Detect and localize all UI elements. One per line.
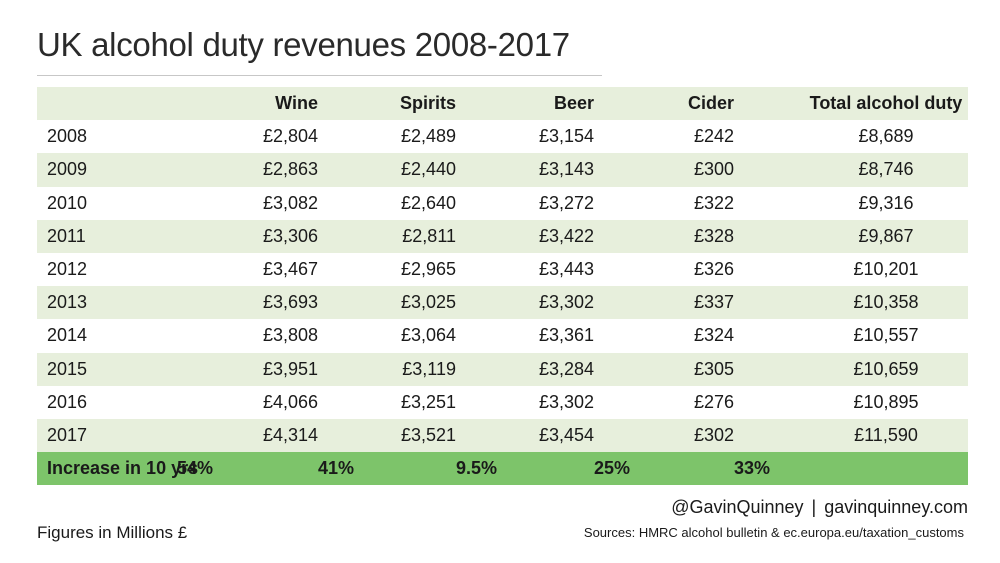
cell-wine: £3,306 — [262, 225, 318, 246]
header-cell-spirits: Spirits — [399, 93, 456, 114]
cell-total: £10,201 — [853, 259, 919, 280]
cell-wine: £3,693 — [262, 292, 318, 313]
cell-cider: £322 — [693, 192, 734, 213]
cell-cider: £302 — [693, 424, 734, 445]
cell-beer: £3,272 — [538, 192, 594, 213]
cell-wine: £2,863 — [262, 159, 318, 180]
cell-year: 2012 — [47, 259, 88, 280]
cell-total: £8,689 — [858, 126, 914, 147]
table-row: 2011 £3,306 £2,811 £3,422 £328 £9,867 — [37, 219, 968, 253]
cell-spirits: £3,025 — [400, 292, 456, 313]
chart-title: UK alcohol duty revenues 2008-2017 — [37, 26, 570, 63]
cell-cider: £326 — [693, 259, 734, 280]
cell-cider: £324 — [693, 325, 734, 346]
cell-beer: £3,302 — [538, 292, 594, 313]
cell-beer: £3,443 — [538, 259, 594, 280]
increase-total: 33% — [734, 458, 771, 479]
header-row: Wine Spirits Beer Cider Total alcohol du… — [37, 87, 968, 121]
cell-year: 2009 — [47, 159, 88, 180]
cell-spirits: £2,811 — [402, 225, 456, 246]
cell-year: 2010 — [47, 192, 88, 213]
cell-spirits: £2,489 — [400, 126, 456, 147]
units-note: Figures in Millions £ — [37, 523, 188, 542]
table-row: 2013 £3,693 £3,025 £3,302 £337 £10,358 — [37, 286, 968, 320]
table-row: 2008 £2,804 £2,489 £3,154 £242 £8,689 — [37, 120, 968, 154]
cell-total: £11,590 — [854, 424, 918, 445]
duty-table: Wine Spirits Beer Cider Total alcohol du… — [37, 87, 968, 486]
cell-total: £9,316 — [858, 192, 914, 213]
cell-beer: £3,154 — [538, 126, 594, 147]
cell-cider: £242 — [693, 126, 734, 147]
table-row: 2009 £2,863 £2,440 £3,143 £300 £8,746 — [37, 153, 968, 187]
cell-beer: £3,143 — [538, 159, 594, 180]
cell-beer: £3,422 — [538, 225, 594, 246]
table-row: 2016 £4,066 £3,251 £3,302 £276 £10,895 — [37, 385, 968, 419]
author-site: gavinquinney.com — [824, 497, 968, 517]
cell-year: 2008 — [47, 126, 88, 147]
cell-total: £10,557 — [853, 325, 919, 346]
cell-spirits: £2,440 — [400, 159, 456, 180]
cell-wine: £3,082 — [262, 192, 318, 213]
cell-year: 2013 — [47, 292, 88, 313]
cell-spirits: £2,965 — [400, 259, 456, 280]
cell-cider: £276 — [693, 391, 734, 412]
increase-cider: 25% — [594, 458, 631, 479]
table-row: 2012 £3,467 £2,965 £3,443 £326 £10,201 — [37, 252, 968, 287]
cell-spirits: £3,251 — [400, 391, 456, 412]
cell-beer: £3,302 — [538, 391, 594, 412]
cell-year: 2011 — [47, 225, 86, 246]
cell-total: £10,659 — [853, 358, 919, 379]
increase-label: Increase in 10 yrs — [47, 458, 199, 479]
cell-year: 2015 — [47, 358, 88, 379]
cell-wine: £3,467 — [262, 259, 318, 280]
cell-total: £8,746 — [858, 159, 914, 180]
cell-year: 2017 — [47, 424, 88, 445]
cell-total: £10,895 — [853, 391, 919, 412]
cell-cider: £328 — [693, 225, 734, 246]
increase-spirits: 41% — [318, 458, 355, 479]
cell-spirits: £3,064 — [400, 325, 456, 346]
table-row: 2014 £3,808 £3,064 £3,361 £324 £10,557 — [37, 319, 968, 353]
cell-spirits: £3,521 — [400, 424, 456, 445]
table-row: 2017 £4,314 £3,521 £3,454 £302 £11,590 — [37, 418, 968, 453]
header-cell-wine: Wine — [275, 93, 318, 114]
header-cell-beer: Beer — [553, 93, 594, 114]
cell-beer: £3,454 — [538, 424, 594, 445]
author-handle: @GavinQuinney — [671, 497, 804, 517]
title-divider — [37, 75, 602, 76]
cell-spirits: £2,640 — [400, 192, 456, 213]
cell-total: £10,358 — [853, 292, 919, 313]
cell-cider: £305 — [693, 358, 734, 379]
cell-year: 2016 — [47, 391, 88, 412]
table-row: 2010 £3,082 £2,640 £3,272 £322 £9,316 — [37, 186, 968, 220]
cell-total: £9,867 — [858, 225, 914, 246]
cell-wine: £4,066 — [262, 391, 318, 412]
author-credit: @GavinQuinney | gavinquinney.com — [671, 497, 968, 518]
header-cell-cider: Cider — [687, 93, 734, 114]
cell-beer: £3,361 — [538, 325, 594, 346]
cell-wine: £4,314 — [262, 424, 318, 445]
cell-cider: £337 — [693, 292, 734, 313]
cell-wine: £3,808 — [262, 325, 318, 346]
increase-beer: 9.5% — [456, 458, 498, 479]
credit-separator: | — [811, 497, 817, 517]
header-cell-total: Total alcohol duty — [809, 93, 963, 114]
table-row: 2015 £3,951 £3,119 £3,284 £305 £10,659 — [37, 352, 968, 386]
header-cell-year — [37, 87, 177, 120]
cell-wine: £3,951 — [262, 358, 318, 379]
increase-wine: 54% — [177, 458, 214, 479]
sources-note: Sources: HMRC alcohol bulletin & ec.euro… — [583, 525, 964, 540]
increase-row: Increase in 10 yrs 54% 41% 9.5% 25% 33% — [37, 452, 968, 486]
cell-cider: £300 — [693, 159, 734, 180]
cell-beer: £3,284 — [538, 358, 594, 379]
cell-spirits: £3,119 — [402, 358, 456, 379]
cell-wine: £2,804 — [262, 126, 318, 147]
cell-year: 2014 — [47, 325, 88, 346]
